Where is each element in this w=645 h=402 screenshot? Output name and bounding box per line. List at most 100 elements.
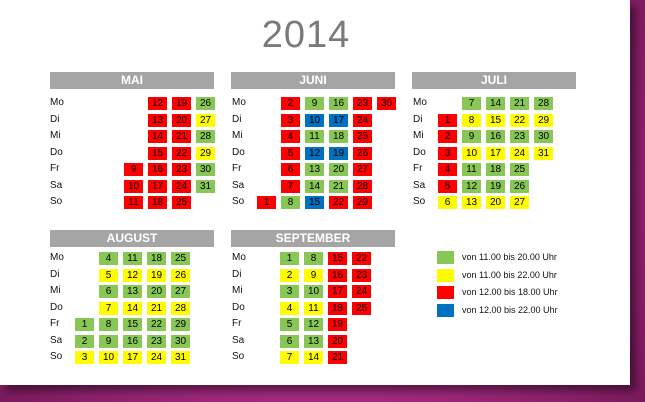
day-cell[interactable]: 28 bbox=[171, 301, 190, 315]
day-cell[interactable]: 7 bbox=[99, 301, 118, 315]
day-cell[interactable]: 5 bbox=[281, 146, 300, 160]
day-cell[interactable]: 12 bbox=[148, 97, 167, 110]
day-cell[interactable]: 29 bbox=[171, 318, 190, 331]
day-cell[interactable]: 1 bbox=[280, 252, 299, 265]
day-cell[interactable]: 2 bbox=[281, 97, 300, 110]
day-cell[interactable]: 21 bbox=[147, 301, 166, 315]
day-cell[interactable]: 1 bbox=[438, 113, 457, 127]
day-cell[interactable]: 17 bbox=[328, 285, 347, 298]
day-cell[interactable]: 29 bbox=[353, 196, 372, 209]
day-cell[interactable]: 12 bbox=[462, 179, 481, 193]
day-cell[interactable]: 23 bbox=[353, 97, 372, 110]
day-cell[interactable]: 3 bbox=[75, 351, 94, 364]
day-cell[interactable]: 23 bbox=[172, 163, 191, 176]
day-cell[interactable]: 9 bbox=[124, 163, 143, 176]
day-cell[interactable]: 10 bbox=[305, 113, 324, 127]
day-cell[interactable]: 9 bbox=[304, 268, 323, 282]
day-cell[interactable]: 12 bbox=[304, 318, 323, 331]
day-cell[interactable]: 28 bbox=[353, 179, 372, 193]
day-cell[interactable]: 17 bbox=[329, 113, 348, 127]
day-cell[interactable]: 9 bbox=[305, 97, 324, 110]
day-cell[interactable]: 1 bbox=[75, 318, 94, 331]
day-cell[interactable]: 1 bbox=[257, 196, 276, 209]
day-cell[interactable]: 13 bbox=[148, 113, 167, 127]
day-cell[interactable]: 18 bbox=[329, 130, 348, 143]
day-cell[interactable]: 14 bbox=[123, 301, 142, 315]
day-cell[interactable]: 6 bbox=[99, 285, 118, 298]
day-cell[interactable]: 10 bbox=[99, 351, 118, 364]
day-cell[interactable]: 20 bbox=[172, 113, 191, 127]
day-cell[interactable]: 19 bbox=[486, 179, 505, 193]
day-cell[interactable]: 11 bbox=[123, 252, 142, 265]
day-cell[interactable]: 22 bbox=[329, 196, 348, 209]
day-cell[interactable]: 8 bbox=[281, 196, 300, 209]
day-cell[interactable]: 7 bbox=[462, 97, 481, 110]
day-cell[interactable]: 19 bbox=[147, 268, 166, 282]
day-cell[interactable]: 6 bbox=[280, 334, 299, 348]
day-cell[interactable]: 4 bbox=[281, 130, 300, 143]
day-cell[interactable]: 8 bbox=[304, 252, 323, 265]
day-cell[interactable]: 25 bbox=[353, 130, 372, 143]
day-cell[interactable]: 14 bbox=[304, 351, 323, 364]
day-cell[interactable]: 6 bbox=[438, 196, 457, 209]
day-cell[interactable]: 14 bbox=[148, 130, 167, 143]
day-cell[interactable]: 18 bbox=[148, 196, 167, 209]
day-cell[interactable]: 26 bbox=[510, 179, 529, 193]
day-cell[interactable]: 16 bbox=[123, 334, 142, 348]
day-cell[interactable]: 13 bbox=[462, 196, 481, 209]
day-cell[interactable]: 10 bbox=[304, 285, 323, 298]
day-cell[interactable]: 25 bbox=[510, 163, 529, 176]
day-cell[interactable]: 26 bbox=[196, 97, 215, 110]
day-cell[interactable]: 17 bbox=[123, 351, 142, 364]
day-cell[interactable]: 25 bbox=[172, 196, 191, 209]
day-cell[interactable]: 5 bbox=[99, 268, 118, 282]
day-cell[interactable]: 20 bbox=[329, 163, 348, 176]
day-cell[interactable]: 26 bbox=[353, 146, 372, 160]
day-cell[interactable]: 21 bbox=[329, 179, 348, 193]
day-cell[interactable]: 27 bbox=[171, 285, 190, 298]
day-cell[interactable]: 10 bbox=[462, 146, 481, 160]
day-cell[interactable]: 25 bbox=[171, 252, 190, 265]
day-cell[interactable]: 16 bbox=[329, 97, 348, 110]
day-cell[interactable]: 15 bbox=[148, 146, 167, 160]
day-cell[interactable]: 31 bbox=[534, 146, 553, 160]
day-cell[interactable]: 16 bbox=[486, 130, 505, 143]
day-cell[interactable]: 13 bbox=[123, 285, 142, 298]
day-cell[interactable]: 16 bbox=[148, 163, 167, 176]
day-cell[interactable]: 28 bbox=[534, 97, 553, 110]
day-cell[interactable]: 4 bbox=[280, 301, 299, 315]
day-cell[interactable]: 26 bbox=[171, 268, 190, 282]
day-cell[interactable]: 8 bbox=[99, 318, 118, 331]
day-cell[interactable]: 20 bbox=[486, 196, 505, 209]
day-cell[interactable]: 10 bbox=[124, 179, 143, 193]
day-cell[interactable]: 11 bbox=[305, 130, 324, 143]
day-cell[interactable]: 24 bbox=[147, 351, 166, 364]
day-cell[interactable]: 28 bbox=[196, 130, 215, 143]
day-cell[interactable]: 7 bbox=[281, 179, 300, 193]
day-cell[interactable]: 3 bbox=[281, 113, 300, 127]
day-cell[interactable]: 13 bbox=[304, 334, 323, 348]
day-cell[interactable]: 20 bbox=[328, 334, 347, 348]
day-cell[interactable]: 7 bbox=[280, 351, 299, 364]
day-cell[interactable]: 21 bbox=[510, 97, 529, 110]
day-cell[interactable]: 14 bbox=[486, 97, 505, 110]
day-cell[interactable]: 2 bbox=[280, 268, 299, 282]
day-cell[interactable]: 12 bbox=[305, 146, 324, 160]
day-cell[interactable]: 21 bbox=[328, 351, 347, 364]
day-cell[interactable]: 27 bbox=[353, 163, 372, 176]
day-cell[interactable]: 18 bbox=[486, 163, 505, 176]
day-cell[interactable]: 22 bbox=[352, 252, 371, 265]
day-cell[interactable]: 30 bbox=[534, 130, 553, 143]
day-cell[interactable]: 24 bbox=[172, 179, 191, 193]
day-cell[interactable]: 30 bbox=[171, 334, 190, 348]
day-cell[interactable]: 22 bbox=[510, 113, 529, 127]
day-cell[interactable]: 17 bbox=[148, 179, 167, 193]
day-cell[interactable]: 5 bbox=[280, 318, 299, 331]
day-cell[interactable]: 2 bbox=[438, 130, 457, 143]
day-cell[interactable]: 3 bbox=[438, 146, 457, 160]
day-cell[interactable]: 14 bbox=[305, 179, 324, 193]
day-cell[interactable]: 31 bbox=[171, 351, 190, 364]
day-cell[interactable]: 29 bbox=[534, 113, 553, 127]
day-cell[interactable]: 8 bbox=[462, 113, 481, 127]
day-cell[interactable]: 21 bbox=[172, 130, 191, 143]
